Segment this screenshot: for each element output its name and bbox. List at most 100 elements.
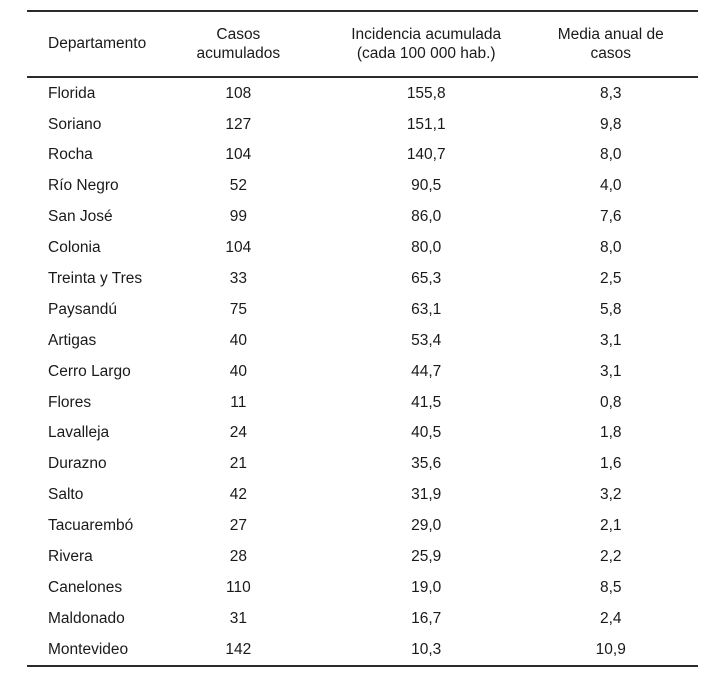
cell-departamento: Colonia xyxy=(48,239,101,257)
header-row: Departamento Casos acumulados Incidencia… xyxy=(27,11,698,77)
table-row: San José 99 86,0 7,6 xyxy=(27,202,698,233)
cell-media: 2,2 xyxy=(599,548,622,566)
table-row: Cerro Largo 40 44,7 3,1 xyxy=(27,356,698,387)
table-row: Durazno 21 35,6 1,6 xyxy=(27,449,698,480)
cell-casos: 11 xyxy=(230,393,247,411)
cell-casos: 40 xyxy=(229,362,247,380)
cell-casos: 27 xyxy=(229,517,247,535)
cell-incidencia: 90,5 xyxy=(411,177,442,195)
cell-casos: 110 xyxy=(225,578,251,596)
cell-casos: 104 xyxy=(225,146,252,164)
cell-departamento: Canelones xyxy=(48,578,123,596)
cell-casos: 52 xyxy=(229,177,247,195)
cell-media: 8,3 xyxy=(599,84,622,102)
table-row: Artigas 40 53,4 3,1 xyxy=(27,325,698,356)
table-row: Canelones 110 19,0 8,5 xyxy=(27,572,698,603)
cell-casos: 28 xyxy=(229,548,247,566)
column-header-incidencia-acumulada: Incidencia acumulada (cada 100 000 hab.) xyxy=(351,25,502,62)
cell-media: 9,8 xyxy=(599,115,622,133)
cell-casos: 24 xyxy=(229,424,247,442)
cell-departamento: Rocha xyxy=(48,146,93,164)
cell-media: 2,5 xyxy=(599,270,622,288)
cell-incidencia: 140,7 xyxy=(406,146,446,164)
cell-incidencia: 41,5 xyxy=(411,393,442,411)
cell-departamento: Rivera xyxy=(48,548,93,566)
cell-casos: 42 xyxy=(229,486,247,504)
cell-incidencia: 16,7 xyxy=(411,609,442,627)
table-row: Rocha 104 140,7 8,0 xyxy=(27,140,698,171)
cell-departamento: Lavalleja xyxy=(48,424,110,442)
cell-departamento: Florida xyxy=(48,84,96,102)
table-row: Maldonado 31 16,7 2,4 xyxy=(27,603,698,634)
incidence-table-container: Departamento Casos acumulados Incidencia… xyxy=(27,10,698,667)
cell-incidencia: 19,0 xyxy=(411,578,442,596)
cell-incidencia: 80,0 xyxy=(411,239,442,257)
column-header-casos-acumulados: Casos acumulados xyxy=(196,25,281,62)
cell-departamento: Paysandú xyxy=(48,300,117,318)
table-row: Lavalleja 24 40,5 1,8 xyxy=(27,418,698,449)
cell-incidencia: 40,5 xyxy=(411,424,442,442)
incidence-table: Departamento Casos acumulados Incidencia… xyxy=(27,10,698,667)
cell-casos: 99 xyxy=(229,208,247,226)
cell-media: 0,8 xyxy=(599,393,622,411)
cell-incidencia: 53,4 xyxy=(411,331,442,349)
cell-media: 8,0 xyxy=(599,146,622,164)
cell-departamento: Treinta y Tres xyxy=(48,270,143,288)
cell-departamento: Río Negro xyxy=(48,177,119,195)
cell-media: 10,9 xyxy=(595,640,626,658)
cell-casos: 40 xyxy=(229,331,247,349)
cell-departamento: Salto xyxy=(48,486,84,504)
table-row: Salto 42 31,9 3,2 xyxy=(27,480,698,511)
table-row: Colonia 104 80,0 8,0 xyxy=(27,232,698,263)
cell-incidencia: 44,7 xyxy=(411,362,442,380)
cell-departamento: Artigas xyxy=(48,331,97,349)
cell-incidencia: 65,3 xyxy=(411,270,442,288)
table-row: Florida 108 155,8 8,3 xyxy=(27,77,698,109)
cell-media: 8,5 xyxy=(599,578,622,596)
cell-departamento: Cerro Largo xyxy=(48,362,131,380)
cell-incidencia: 86,0 xyxy=(411,208,442,226)
cell-casos: 108 xyxy=(225,84,252,102)
cell-media: 1,8 xyxy=(599,424,622,442)
cell-departamento: Flores xyxy=(48,393,92,411)
table-header: Departamento Casos acumulados Incidencia… xyxy=(27,11,698,77)
cell-departamento: Durazno xyxy=(48,455,107,473)
cell-incidencia: 25,9 xyxy=(411,548,442,566)
table-row: Treinta y Tres 33 65,3 2,5 xyxy=(27,263,698,294)
cell-media: 2,1 xyxy=(599,517,622,535)
table-body: Florida 108 155,8 8,3 Soriano 127 151,1 … xyxy=(27,77,698,666)
cell-casos: 75 xyxy=(229,300,247,318)
table-row: Tacuarembó 27 29,0 2,1 xyxy=(27,510,698,541)
cell-casos: 33 xyxy=(229,270,247,288)
cell-casos: 127 xyxy=(225,115,252,133)
table-row: Paysandú 75 63,1 5,8 xyxy=(27,294,698,325)
cell-departamento: Maldonado xyxy=(48,609,125,627)
table-row: Río Negro 52 90,5 4,0 xyxy=(27,171,698,202)
cell-media: 3,1 xyxy=(599,331,622,349)
cell-incidencia: 35,6 xyxy=(411,455,442,473)
cell-casos: 31 xyxy=(229,609,247,627)
cell-departamento: Montevideo xyxy=(48,640,129,658)
cell-media: 3,2 xyxy=(599,486,622,504)
cell-departamento: Tacuarembó xyxy=(48,517,134,535)
cell-incidencia: 29,0 xyxy=(411,517,442,535)
table-row: Soriano 127 151,1 9,8 xyxy=(27,109,698,140)
cell-casos: 21 xyxy=(229,455,247,473)
cell-media: 7,6 xyxy=(599,208,622,226)
cell-incidencia: 151,1 xyxy=(406,115,446,133)
cell-media: 5,8 xyxy=(599,300,622,318)
cell-media: 4,0 xyxy=(599,177,622,195)
table-row: Flores 11 41,5 0,8 xyxy=(27,387,698,418)
cell-casos: 104 xyxy=(225,239,252,257)
column-header-media-anual: Media anual de casos xyxy=(557,25,664,62)
table-row: Rivera 28 25,9 2,2 xyxy=(27,541,698,572)
cell-media: 3,1 xyxy=(599,362,622,380)
cell-incidencia: 63,1 xyxy=(411,300,442,318)
cell-casos: 142 xyxy=(225,640,252,658)
cell-media: 1,6 xyxy=(599,455,622,473)
cell-departamento: San José xyxy=(48,208,113,226)
table-row: Montevideo 142 10,3 10,9 xyxy=(27,634,698,666)
cell-departamento: Soriano xyxy=(48,115,102,133)
column-header-departamento: Departamento xyxy=(48,35,147,53)
cell-incidencia: 31,9 xyxy=(411,486,442,504)
